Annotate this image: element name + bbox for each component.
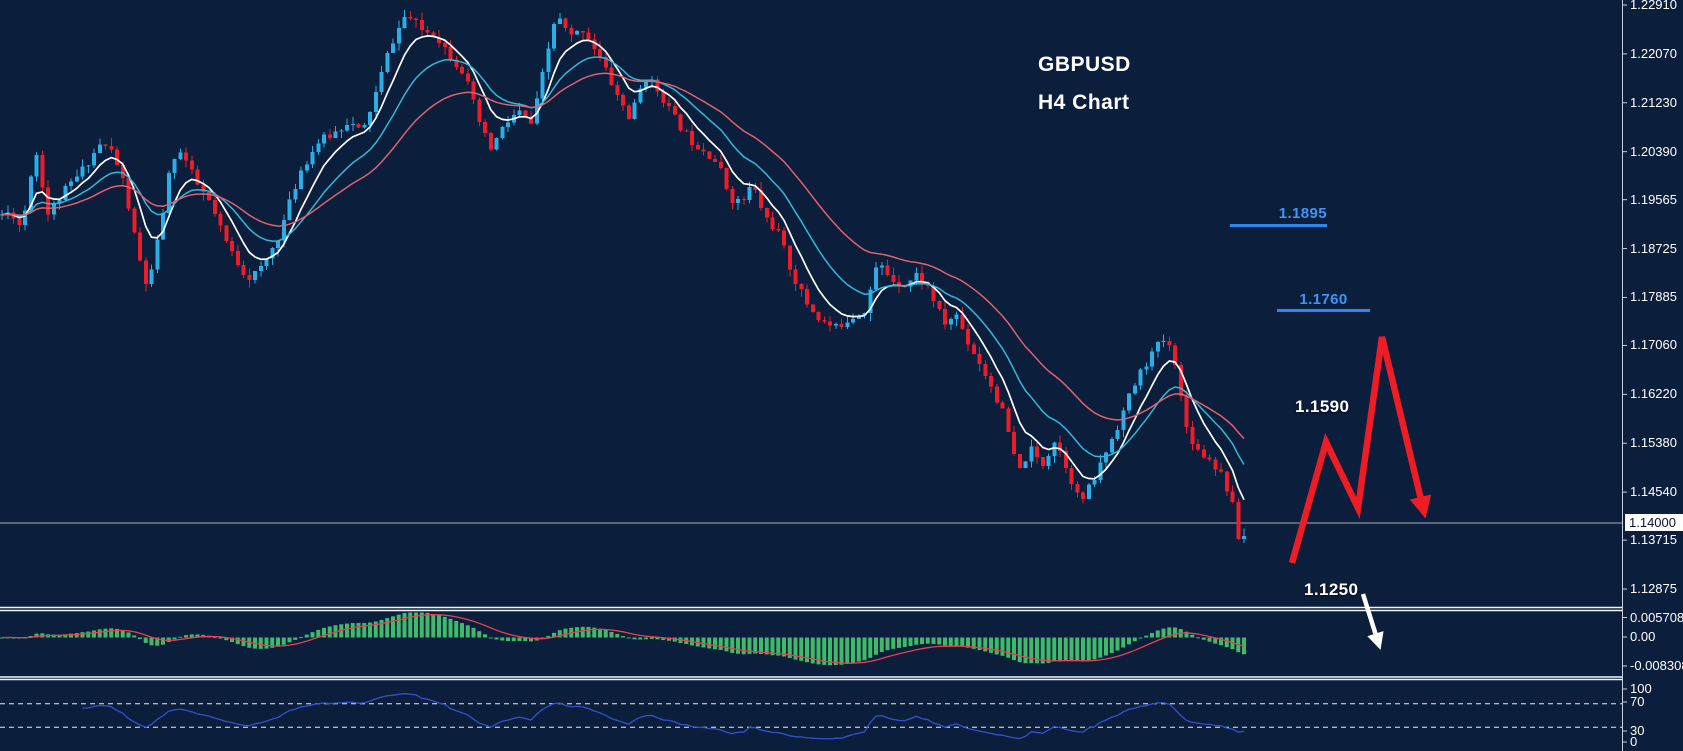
axis-tick-label: 1.20390 <box>1630 143 1677 159</box>
axis-tick-label: 1.22910 <box>1630 0 1677 13</box>
axis-tick-label: 1.18725 <box>1630 240 1677 256</box>
price-scale[interactable]: 1.22910 1.22070 1.21230 1.20390 1.19565 1.187… <box>1623 0 1683 751</box>
axis-tick-label: 1.12875 <box>1630 581 1677 596</box>
axis-tick-label: -0.008308 <box>1630 658 1683 673</box>
axis-tick-label: 100 <box>1630 681 1652 696</box>
axis-tick-label: 1.22070 <box>1630 45 1677 61</box>
axis-tick-label: 30 <box>1630 723 1645 738</box>
chart-title: GBPUSD H4 Chart <box>1038 54 1131 113</box>
resistance-level-1-line[interactable] <box>1230 224 1327 227</box>
symbol-label: GBPUSD <box>1038 53 1131 76</box>
white-down-arrow <box>1360 593 1384 650</box>
projection-arrows[interactable] <box>1288 336 1432 650</box>
moving-averages <box>1 35 1245 501</box>
red-projection-arrow <box>1288 336 1432 564</box>
candlesticks <box>0 9 1246 544</box>
axis-tick-label: 70 <box>1630 694 1645 709</box>
target-level-1-label[interactable]: 1.1590 <box>1295 397 1350 416</box>
target-level-2-label[interactable]: 1.1250 <box>1304 580 1359 599</box>
macd-indicator <box>0 612 1246 666</box>
axis-tick-label: 0.00 <box>1630 629 1656 644</box>
rsi-indicator <box>82 693 1245 740</box>
current-price-label: 1.14000 <box>1625 514 1683 531</box>
axis-tick-label: 0 <box>1630 734 1638 749</box>
axis-tick-label: 0.005708 <box>1630 609 1683 625</box>
axis-tick-label: 1.15380 <box>1630 435 1677 451</box>
axis-tick-label: 1.14540 <box>1630 484 1677 500</box>
resistance-level-1-label[interactable]: 1.1895 <box>1278 205 1327 222</box>
resistance-level-2-line[interactable] <box>1277 309 1370 312</box>
axis-tick-label: 1.13715 <box>1630 532 1677 548</box>
chart-grid <box>0 0 1627 751</box>
timeframe-label: H4 Chart <box>1038 91 1130 114</box>
axis-tick-label: 1.17060 <box>1630 337 1677 353</box>
axis-tick-label: 1.17885 <box>1630 289 1677 305</box>
axis-tick-label: 1.21230 <box>1630 94 1677 110</box>
axis-tick-label: 1.16220 <box>1630 386 1677 402</box>
resistance-level-2-label[interactable]: 1.1760 <box>1299 291 1348 308</box>
axis-tick-label: 1.19565 <box>1630 191 1677 207</box>
